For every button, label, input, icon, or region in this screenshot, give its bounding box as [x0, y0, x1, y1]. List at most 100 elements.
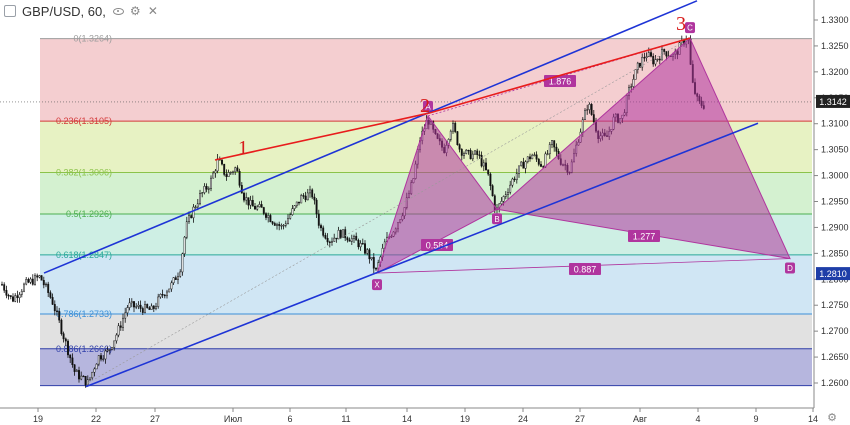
price-tick-label: 1.3200 — [821, 67, 849, 77]
candle-body — [31, 278, 34, 285]
candle-body — [269, 215, 272, 223]
candle-body — [155, 306, 157, 309]
candle-body — [148, 307, 151, 310]
candle-body — [159, 293, 162, 298]
candle-body — [214, 170, 217, 174]
candle-body — [518, 165, 520, 174]
candle-body — [183, 236, 186, 255]
candle-body — [267, 215, 270, 218]
candle-body — [27, 279, 30, 283]
candle-body — [113, 340, 116, 348]
wave-2-3-line — [427, 37, 691, 115]
candle-body — [106, 349, 109, 352]
candle-body — [513, 178, 516, 181]
candle-body — [306, 192, 309, 201]
candle-body — [361, 243, 364, 245]
candle-body — [139, 304, 142, 309]
candle-body — [5, 290, 8, 296]
time-tick-label: 22 — [91, 414, 101, 424]
chart-header: GBP/USD, 60, ⚙ ✕ — [0, 0, 160, 22]
candle-body — [372, 257, 375, 269]
fib-level-label: 0(1.3264) — [73, 34, 112, 44]
eye-icon[interactable] — [112, 5, 124, 17]
time-tick-label: 19 — [460, 414, 470, 424]
candle-body — [56, 310, 58, 312]
candle-body — [524, 161, 527, 169]
candle-body — [188, 215, 190, 222]
candle-body — [146, 304, 149, 308]
candle-body — [80, 375, 83, 380]
candle-body — [234, 167, 237, 173]
harmonic-ratio-box — [628, 230, 660, 242]
candle-body — [641, 57, 644, 68]
candle-body — [647, 52, 650, 57]
candle-body — [311, 189, 314, 198]
marked-price-label: 1.2810 — [819, 269, 847, 279]
price-axis-bg — [814, 0, 850, 425]
candle-body — [265, 213, 267, 218]
candle-body — [157, 296, 160, 307]
candle-body — [478, 154, 481, 156]
time-tick-label: 14 — [402, 414, 412, 424]
candle-body — [18, 294, 21, 299]
candle-body — [247, 197, 250, 206]
candle-body — [119, 325, 122, 328]
price-tick-label: 1.3300 — [821, 15, 849, 25]
candle-body — [78, 370, 80, 380]
collapse-icon[interactable] — [4, 5, 16, 17]
candle-body — [295, 201, 298, 206]
candle-body — [249, 200, 252, 206]
wave-number: 2 — [420, 95, 430, 117]
harmonic-point-label: D — [787, 264, 793, 273]
candle-body — [117, 325, 120, 336]
candle-body — [465, 149, 468, 154]
fib-band — [40, 314, 812, 349]
candle-body — [460, 149, 463, 156]
candle-body — [504, 194, 507, 197]
price-tick-label: 1.3250 — [821, 41, 849, 51]
candle-body — [133, 301, 135, 308]
candle-body — [471, 153, 474, 160]
candle-body — [7, 295, 10, 297]
candle-body — [304, 195, 307, 201]
candle-body — [520, 161, 523, 167]
candle-body — [663, 49, 666, 52]
candle-body — [284, 223, 287, 226]
candle-body — [588, 104, 591, 110]
candle-body — [287, 218, 289, 225]
candle-body — [370, 257, 373, 260]
candle-body — [366, 249, 369, 254]
time-axis-bg — [0, 408, 850, 425]
candle-body — [454, 122, 457, 132]
candle-body — [243, 192, 245, 201]
candle-body — [355, 235, 358, 241]
candle-body — [166, 291, 168, 297]
settings-icon[interactable]: ⚙ — [129, 4, 141, 18]
candle-body — [67, 340, 69, 356]
candle-body — [500, 201, 503, 205]
candle-body — [309, 189, 311, 194]
price-tick-label: 1.2700 — [821, 326, 849, 336]
close-icon[interactable]: ✕ — [147, 4, 158, 18]
current-price-label: 1.3142 — [819, 97, 847, 107]
candle-body — [581, 119, 584, 133]
candle-body — [551, 140, 553, 145]
candle-body — [476, 150, 479, 155]
price-tick-label: 1.3050 — [821, 145, 849, 155]
price-tick-label: 1.2600 — [821, 378, 849, 388]
price-tick-label: 1.2650 — [821, 352, 849, 362]
candle-body — [515, 173, 518, 181]
candle-body — [548, 144, 551, 155]
candle-body — [322, 227, 325, 236]
candle-body — [326, 238, 329, 243]
candle-body — [658, 58, 661, 61]
candle-body — [282, 225, 285, 227]
price-tick-label: 1.2950 — [821, 197, 849, 207]
candle-body — [526, 156, 529, 162]
candle-body — [456, 131, 459, 145]
candle-body — [256, 206, 259, 210]
candle-body — [9, 295, 12, 297]
candle-body — [650, 52, 652, 57]
symbol-label: GBP/USD, 60, — [22, 3, 106, 19]
